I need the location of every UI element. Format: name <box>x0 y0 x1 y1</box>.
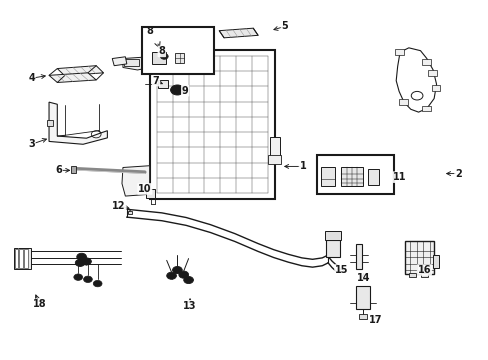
Text: 2: 2 <box>454 168 461 179</box>
Bar <box>324 231 341 240</box>
Circle shape <box>172 266 182 274</box>
Text: 5: 5 <box>281 21 287 31</box>
Text: 14: 14 <box>356 273 369 283</box>
Circle shape <box>93 280 102 287</box>
Text: 13: 13 <box>183 301 196 311</box>
Text: 16: 16 <box>417 265 430 275</box>
Bar <box>127 211 131 214</box>
Polygon shape <box>112 57 126 66</box>
Bar <box>71 166 76 173</box>
Text: 7: 7 <box>152 76 159 86</box>
Bar <box>321 167 334 186</box>
Text: 8: 8 <box>158 46 165 57</box>
Bar <box>47 120 53 126</box>
Text: 9: 9 <box>182 86 188 96</box>
Polygon shape <box>219 28 258 38</box>
Circle shape <box>166 272 176 279</box>
Bar <box>420 273 427 277</box>
Circle shape <box>170 85 184 95</box>
Circle shape <box>75 259 85 266</box>
Bar <box>269 137 279 158</box>
Bar <box>142 27 214 73</box>
Text: 10: 10 <box>138 184 151 194</box>
Bar <box>152 52 165 64</box>
Bar <box>146 189 155 198</box>
Bar <box>20 249 23 267</box>
Text: 12: 12 <box>112 201 125 211</box>
Circle shape <box>83 276 92 283</box>
Bar <box>149 50 275 199</box>
Bar <box>143 28 213 73</box>
Bar <box>317 155 393 194</box>
Bar <box>356 286 369 309</box>
Bar <box>123 59 138 66</box>
Polygon shape <box>122 57 149 70</box>
Circle shape <box>77 253 86 260</box>
Bar <box>158 80 167 88</box>
Circle shape <box>179 271 188 278</box>
Polygon shape <box>57 66 103 76</box>
Polygon shape <box>49 73 96 82</box>
Text: 3: 3 <box>28 139 35 149</box>
Text: 11: 11 <box>392 172 406 182</box>
Bar <box>175 53 184 63</box>
Text: 15: 15 <box>334 265 348 275</box>
Bar <box>325 240 339 257</box>
Circle shape <box>183 276 193 284</box>
Bar <box>356 244 362 269</box>
Bar <box>359 314 366 319</box>
Circle shape <box>160 54 168 59</box>
Bar <box>368 168 378 185</box>
Bar <box>427 70 436 76</box>
Bar <box>431 85 440 91</box>
Bar <box>394 49 403 55</box>
Bar <box>14 248 30 269</box>
Text: 8: 8 <box>146 26 153 36</box>
Bar <box>398 99 407 105</box>
Text: 6: 6 <box>55 165 62 175</box>
Bar <box>340 167 362 186</box>
Polygon shape <box>49 102 107 144</box>
Text: 4: 4 <box>28 73 35 83</box>
Bar <box>404 242 433 274</box>
Circle shape <box>74 274 82 280</box>
Text: 17: 17 <box>368 315 382 325</box>
Bar <box>318 156 392 193</box>
Text: 1: 1 <box>299 161 305 171</box>
Polygon shape <box>122 166 149 196</box>
Bar <box>408 273 415 277</box>
Bar <box>421 59 430 65</box>
Bar <box>267 155 281 164</box>
Bar <box>432 255 438 267</box>
Circle shape <box>81 258 91 265</box>
Text: 18: 18 <box>32 299 46 309</box>
Bar <box>24 249 28 267</box>
Bar <box>421 106 430 111</box>
Bar <box>15 249 19 267</box>
